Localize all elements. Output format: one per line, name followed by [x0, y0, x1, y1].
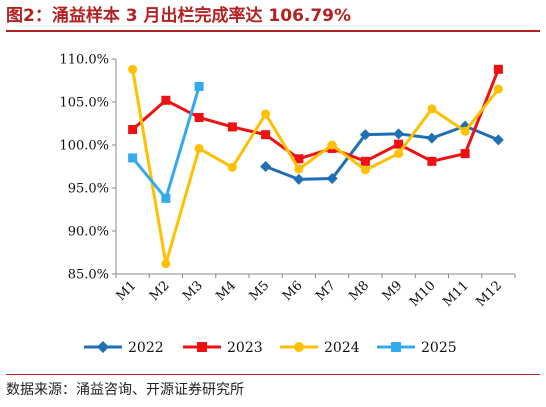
series-lines	[128, 64, 504, 269]
data-point	[294, 164, 304, 174]
series-line	[131, 68, 500, 163]
data-point	[493, 64, 503, 74]
axes: 85.0% 90.0% 95.0% 100.0% 105.0% 110.0% M1 M2 M3 M…	[59, 53, 516, 310]
data-point	[493, 84, 503, 94]
series-2024	[128, 64, 503, 269]
data-point	[394, 139, 404, 149]
data-point	[261, 109, 271, 119]
y-tick-label: 90.0%	[68, 225, 109, 240]
data-point	[194, 82, 204, 92]
data-point	[426, 132, 438, 144]
x-tick-label: M11	[440, 278, 472, 310]
legend-item-2023: 2023	[183, 340, 263, 356]
legend-item-2024: 2024	[280, 340, 360, 356]
legend-label: 2022	[128, 340, 164, 356]
legend-label: 2025	[421, 340, 457, 356]
legend-item-2025: 2025	[377, 340, 457, 356]
source-note: 数据来源：涌益咨询、开源证券研究所	[6, 382, 244, 398]
data-point	[128, 64, 138, 74]
data-point	[360, 165, 370, 175]
y-tick-label: 95.0%	[68, 182, 109, 197]
line-chart: 85.0% 90.0% 95.0% 100.0% 105.0% 110.0% M1 M2 M3 M…	[59, 53, 516, 356]
x-tick-label: M12	[473, 278, 505, 310]
data-point	[161, 95, 171, 105]
legend: 2022 2023 2024 2025	[84, 340, 457, 356]
data-point	[161, 193, 171, 203]
x-tick-label: M9	[380, 278, 406, 304]
data-point	[427, 156, 437, 166]
x-tick-label: M3	[180, 278, 206, 304]
data-point	[492, 134, 504, 146]
y-tick-label: 85.0%	[68, 268, 109, 283]
series-line	[131, 69, 500, 266]
y-tick-label: 110.0%	[59, 53, 109, 68]
y-tick-label: 105.0%	[59, 96, 109, 111]
data-point	[327, 140, 337, 150]
data-point	[261, 130, 271, 140]
series-2023	[128, 64, 503, 166]
legend-label: 2024	[324, 340, 360, 356]
data-point	[359, 129, 371, 141]
data-point	[393, 128, 405, 140]
series-2025	[128, 82, 204, 203]
data-point	[360, 156, 370, 166]
data-point	[227, 122, 237, 132]
x-tick-label: M6	[280, 278, 306, 304]
data-point	[326, 173, 338, 185]
data-point	[460, 126, 470, 136]
data-point	[161, 259, 171, 269]
title-rule	[6, 30, 540, 32]
data-point	[128, 153, 138, 163]
legend-label: 2023	[227, 340, 263, 356]
data-point	[260, 161, 272, 172]
chart-title: 图2：涌益样本 3 月出栏完成率达 106.79%	[6, 6, 352, 26]
x-tick-label: M8	[346, 278, 372, 304]
x-tick-label: M1	[114, 278, 140, 304]
y-tick-label: 100.0%	[59, 139, 109, 154]
data-point	[394, 149, 404, 159]
data-point	[294, 154, 304, 164]
source-rule	[6, 374, 540, 375]
data-point	[97, 341, 109, 353]
data-point	[197, 342, 207, 352]
data-point	[227, 162, 237, 172]
data-point	[128, 125, 138, 135]
data-point	[194, 143, 204, 153]
x-tick-label: M4	[213, 278, 239, 304]
data-point	[293, 173, 305, 185]
data-point	[194, 112, 204, 122]
x-tick-label: M2	[147, 278, 173, 304]
legend-item-2022: 2022	[84, 340, 164, 356]
x-tick-label: M7	[313, 278, 339, 304]
x-tick-label: M10	[407, 278, 439, 310]
data-point	[391, 342, 401, 352]
data-point	[460, 149, 470, 159]
x-tick-label: M5	[247, 278, 273, 304]
data-point	[427, 104, 437, 114]
data-point	[294, 342, 304, 352]
